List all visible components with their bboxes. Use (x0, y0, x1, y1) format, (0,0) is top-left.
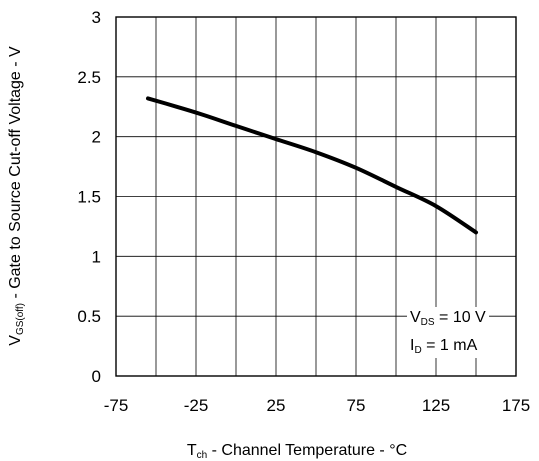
series-line (146, 96, 478, 235)
y-tick-label: 0.5 (77, 307, 101, 326)
x-tick-label: 25 (267, 396, 286, 415)
vds-condition: VDS = 10 V (410, 309, 486, 328)
conditions-annotation: VDS = 10 V ID = 1 mA (407, 307, 490, 358)
x-tick-label: 75 (347, 396, 366, 415)
series (146, 96, 478, 235)
plot-frame (115, 16, 517, 377)
y-tick-labels: 0 0.5 1 1.5 2 2.5 3 (77, 8, 101, 386)
y-tick-label: 0 (92, 367, 101, 386)
y-tick-label: 1.5 (77, 188, 101, 207)
y-axis-label: VGS(off) - Gate to Source Cut-off Voltag… (7, 46, 26, 346)
y-tick-label: 3 (92, 8, 101, 27)
x-axis-label: Tch - Channel Temperature - °C (187, 442, 407, 461)
x-tick-label: -25 (184, 396, 209, 415)
x-tick-labels: -75 -25 25 75 125 175 (104, 396, 530, 415)
conditions-box (407, 307, 490, 358)
x-tick-label: 175 (502, 396, 530, 415)
x-tick-label: -75 (104, 396, 129, 415)
y-tick-label: 2 (92, 128, 101, 147)
id-condition: ID = 1 mA (410, 337, 478, 356)
y-tick-label: 2.5 (77, 68, 101, 87)
y-tick-label: 1 (92, 247, 101, 266)
x-tick-label: 125 (422, 396, 450, 415)
